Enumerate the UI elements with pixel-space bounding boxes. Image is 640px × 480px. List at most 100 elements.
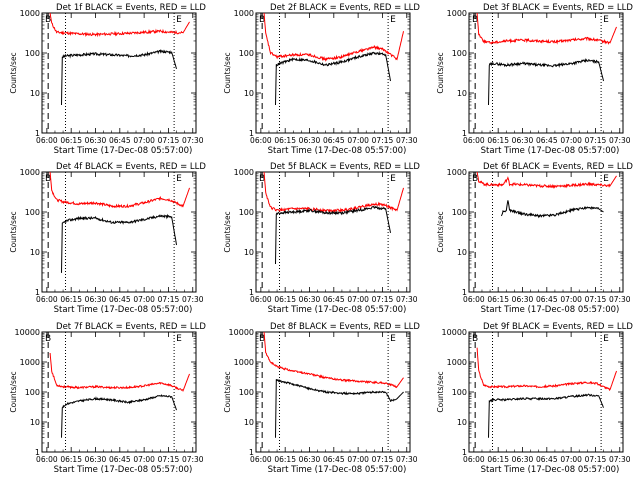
plot-frame	[468, 12, 624, 134]
events-series-line	[61, 213, 177, 273]
marker-label-b: B	[45, 334, 51, 344]
marker-label-b: B	[45, 15, 51, 25]
events-series-line	[488, 58, 604, 106]
x-tick-label: 06:15	[487, 295, 509, 304]
lld-series-line	[263, 331, 404, 389]
panel-title: Det 6f BLACK = Events, RED = LLD	[483, 162, 633, 172]
x-tick-label: 07:00	[133, 136, 155, 145]
y-tick-label: 1	[249, 288, 254, 297]
marker-label-e: E	[603, 174, 609, 184]
marker-label-b: B	[472, 174, 478, 184]
y-tick-label: 100	[239, 49, 254, 58]
x-tick-label: 07:30	[609, 136, 631, 145]
y-tick-label: 1	[462, 288, 467, 297]
y-tick-label: 1000	[20, 9, 40, 18]
y-tick-label: 1	[249, 129, 254, 138]
y-tick-label: 10	[30, 418, 40, 427]
events-series-line	[275, 378, 404, 438]
y-tick-label: 100	[452, 49, 467, 58]
x-tick-label: 06:45	[323, 455, 345, 464]
marker-label-b: B	[259, 334, 265, 344]
y-tick-label: 100	[25, 388, 40, 397]
x-tick-label: 06:30	[299, 295, 321, 304]
x-tick-label: 07:00	[133, 295, 155, 304]
y-tick-label: 1	[462, 448, 467, 457]
x-tick-label: 07:15	[585, 455, 607, 464]
panel-det-5: Det 5f BLACK = Events, RED = LLD 1 10 100 10…	[223, 162, 420, 315]
x-tick-label: 07:15	[158, 455, 180, 464]
x-tick-label: 07:15	[158, 136, 180, 145]
x-tick-label: 07:15	[585, 136, 607, 145]
x-axis-label: Start Time (17-Dec-08 05:57:00)	[481, 146, 620, 156]
x-tick-label: 06:45	[536, 136, 558, 145]
panel-det-1: Det 1f BLACK = Events, RED = LLD 1 10 100 10…	[9, 3, 206, 156]
panel-title: Det 5f BLACK = Events, RED = LLD	[270, 162, 420, 172]
panel-title: Det 7f BLACK = Events, RED = LLD	[56, 322, 206, 332]
x-tick-label: 07:00	[560, 295, 582, 304]
x-tick-label: 06:15	[60, 455, 82, 464]
x-axis-label: Start Time (17-Dec-08 05:57:00)	[481, 465, 620, 475]
x-tick-label: 07:15	[585, 295, 607, 304]
lld-series-line	[263, 171, 404, 213]
x-tick-label: 07:00	[560, 136, 582, 145]
plot-frame	[255, 171, 411, 293]
events-series-line	[61, 49, 177, 106]
y-axis-label: Counts/sec	[436, 371, 445, 412]
x-tick-label: 06:00	[250, 295, 272, 304]
x-tick-label: 07:30	[182, 295, 204, 304]
x-tick-label: 06:00	[463, 455, 485, 464]
lld-series-line	[476, 347, 617, 392]
marker-label-b: B	[472, 334, 478, 344]
x-tick-label: 06:15	[487, 455, 509, 464]
lld-series-line	[476, 12, 617, 45]
y-tick-label: 1	[35, 129, 40, 138]
x-tick-label: 07:30	[396, 136, 418, 145]
x-tick-label: 06:30	[299, 455, 321, 464]
x-tick-label: 07:30	[609, 455, 631, 464]
y-axis-label: Counts/sec	[436, 52, 445, 93]
x-axis-label: Start Time (17-Dec-08 05:57:00)	[268, 305, 407, 315]
x-tick-label: 06:30	[85, 295, 107, 304]
y-axis-label: Counts/sec	[223, 371, 232, 412]
y-axis-label: Counts/sec	[436, 211, 445, 252]
x-tick-label: 06:45	[109, 295, 131, 304]
lld-series-line	[49, 352, 190, 393]
x-tick-label: 07:30	[182, 455, 204, 464]
x-tick-label: 06:00	[36, 455, 58, 464]
x-tick-label: 06:15	[274, 136, 296, 145]
y-axis-label: Counts/sec	[223, 211, 232, 252]
y-tick-label: 10000	[15, 328, 40, 337]
events-series-line	[275, 205, 391, 265]
marker-label-e: E	[390, 174, 396, 184]
x-tick-label: 07:30	[396, 295, 418, 304]
x-tick-label: 07:15	[372, 136, 394, 145]
x-tick-label: 06:30	[512, 455, 534, 464]
panel-title: Det 2f BLACK = Events, RED = LLD	[270, 3, 420, 13]
x-axis-label: Start Time (17-Dec-08 05:57:00)	[268, 465, 407, 475]
panel-det-7: Det 7f BLACK = Events, RED = LLD 1 10 100 10…	[9, 322, 206, 475]
y-tick-label: 100	[25, 49, 40, 58]
x-tick-label: 06:15	[274, 455, 296, 464]
y-tick-label: 10	[457, 248, 467, 257]
y-tick-label: 100	[452, 208, 467, 217]
events-series-line	[61, 394, 177, 438]
y-axis-label: Counts/sec	[223, 52, 232, 93]
panel-det-9: Det 9f BLACK = Events, RED = LLD 1 10 100 10…	[436, 322, 633, 475]
x-tick-label: 06:30	[512, 295, 534, 304]
y-tick-label: 1	[462, 129, 467, 138]
x-axis-label: Start Time (17-Dec-08 05:57:00)	[54, 305, 193, 315]
panel-title: Det 3f BLACK = Events, RED = LLD	[483, 3, 633, 13]
y-tick-label: 10	[30, 248, 40, 257]
plot-frame	[255, 12, 411, 134]
x-tick-label: 07:00	[347, 455, 369, 464]
x-tick-label: 06:45	[536, 295, 558, 304]
marker-label-b: B	[472, 15, 478, 25]
lld-series-line	[476, 171, 617, 189]
x-axis-label: Start Time (17-Dec-08 05:57:00)	[54, 146, 193, 156]
marker-label-e: E	[176, 174, 182, 184]
panel-det-4: Det 4f BLACK = Events, RED = LLD 1 10 100 10…	[9, 162, 206, 315]
y-tick-label: 100	[239, 388, 254, 397]
plot-frame	[468, 171, 624, 293]
x-tick-label: 07:30	[609, 295, 631, 304]
